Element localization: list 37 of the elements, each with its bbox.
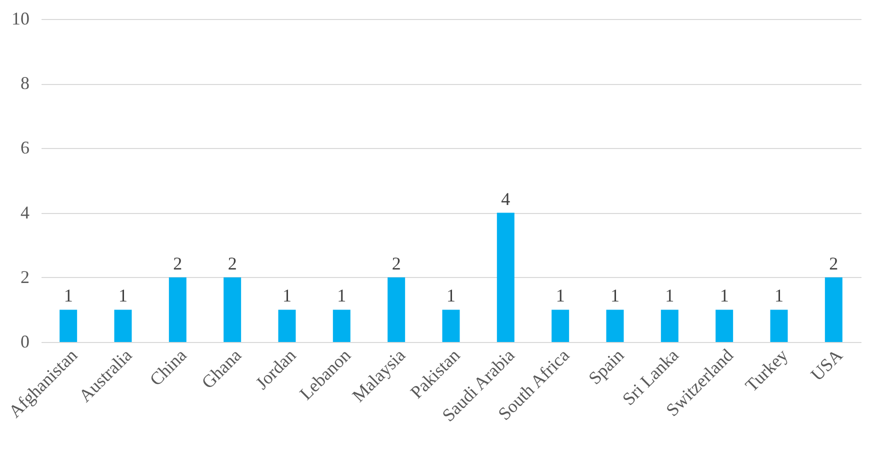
bar xyxy=(606,310,624,342)
data-label: 1 xyxy=(720,286,729,306)
data-label: 1 xyxy=(665,286,674,306)
data-label: 2 xyxy=(228,253,237,274)
data-label: 4 xyxy=(501,188,510,209)
bar xyxy=(388,277,406,342)
bar xyxy=(496,212,514,342)
data-label: 1 xyxy=(118,286,128,306)
bar xyxy=(278,310,296,342)
bar xyxy=(114,310,132,342)
y-tick-label: 4 xyxy=(20,202,30,222)
bar xyxy=(442,310,460,342)
data-label: 1 xyxy=(446,286,456,306)
y-tick-label: 2 xyxy=(20,266,30,287)
data-label: 2 xyxy=(829,253,838,274)
bar xyxy=(552,310,570,342)
bar xyxy=(824,277,842,342)
bar xyxy=(168,277,186,342)
data-label: 1 xyxy=(774,286,784,306)
bar xyxy=(770,310,788,342)
data-label: 1 xyxy=(337,286,346,306)
bar xyxy=(224,277,242,342)
bar xyxy=(332,310,350,342)
bar xyxy=(716,310,734,342)
y-tick-label: 0 xyxy=(20,332,30,352)
y-tick-label: 10 xyxy=(12,8,30,28)
y-tick-label: 8 xyxy=(20,73,30,94)
x-tick-label: USA xyxy=(806,345,846,385)
data-label: 1 xyxy=(64,286,73,306)
data-label: 2 xyxy=(173,253,182,274)
y-tick-label: 6 xyxy=(20,138,30,158)
data-label: 1 xyxy=(610,286,620,306)
bar xyxy=(60,310,78,342)
data-label: 1 xyxy=(556,286,565,306)
data-label: 2 xyxy=(392,253,401,274)
data-label: 1 xyxy=(282,286,292,306)
bar xyxy=(660,310,678,342)
